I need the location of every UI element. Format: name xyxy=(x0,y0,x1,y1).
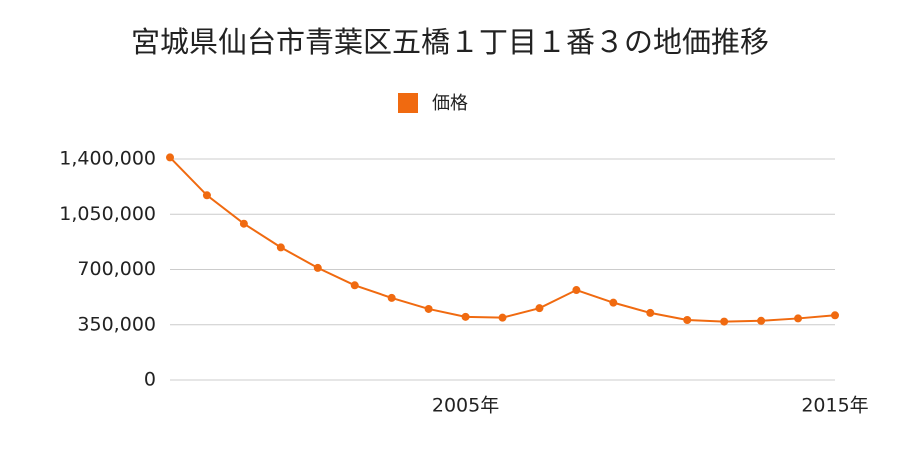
data-point xyxy=(572,286,581,295)
data-point xyxy=(720,317,729,326)
x-tick-label: 2005年 xyxy=(432,395,499,417)
data-point xyxy=(757,316,766,325)
data-point xyxy=(646,308,655,317)
data-point xyxy=(424,304,433,313)
data-point xyxy=(166,153,174,162)
data-point xyxy=(387,293,396,302)
y-tick-label: 700,000 xyxy=(77,258,156,280)
data-point xyxy=(461,312,470,321)
data-point xyxy=(202,191,211,200)
x-tick-label: 2015年 xyxy=(801,395,868,417)
y-tick-label: 1,050,000 xyxy=(59,203,156,225)
data-point xyxy=(239,219,248,228)
data-point xyxy=(498,313,507,322)
data-point xyxy=(276,243,285,252)
y-tick-label: 1,400,000 xyxy=(59,148,156,170)
legend-label: 価格 xyxy=(432,93,468,114)
data-point xyxy=(683,316,692,325)
legend-swatch xyxy=(398,93,418,113)
chart-title: 宮城県仙台市青葉区五橋１丁目１番３の地価推移 xyxy=(131,25,769,59)
series-line xyxy=(169,156,836,323)
y-tick-label: 0 xyxy=(144,369,156,391)
data-point xyxy=(535,304,544,313)
y-tick-label: 350,000 xyxy=(77,313,156,335)
data-point xyxy=(831,311,839,320)
data-point xyxy=(350,281,359,290)
data-point xyxy=(313,263,322,272)
data-point xyxy=(794,314,803,323)
data-point xyxy=(609,298,618,307)
